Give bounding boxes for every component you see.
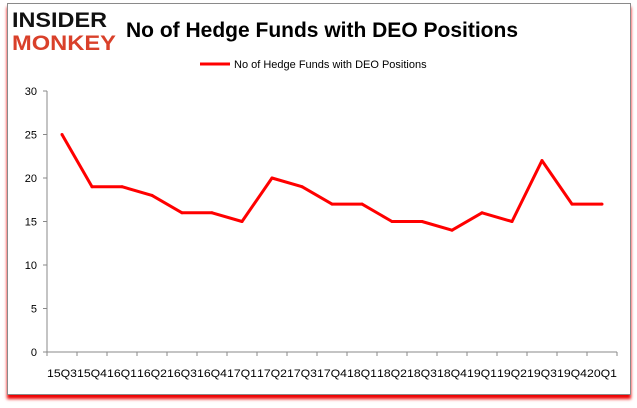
logo-line1: INSIDER xyxy=(12,9,107,32)
data-point xyxy=(420,220,424,223)
data-point xyxy=(60,133,64,136)
x-tick-label: 16Q1 xyxy=(107,368,137,380)
data-point xyxy=(510,220,514,223)
x-tick-label: 19Q2 xyxy=(497,368,527,380)
data-point xyxy=(390,220,394,223)
x-tick-label: 19Q4 xyxy=(557,368,587,380)
data-point xyxy=(90,185,94,189)
chart-title: No of Hedge Funds with DEO Positions xyxy=(126,19,518,42)
x-tick-label: 17Q3 xyxy=(287,368,317,380)
x-tick-label: 16Q3 xyxy=(167,368,197,380)
logo-line2: MONKEY xyxy=(12,32,116,55)
y-tick-label: 30 xyxy=(25,86,37,98)
legend: No of Hedge Funds with DEO Positions xyxy=(200,59,427,71)
data-point xyxy=(450,228,454,232)
x-tick-label: 15Q4 xyxy=(77,368,107,380)
x-tick-label: 17Q1 xyxy=(227,368,257,380)
data-point xyxy=(570,202,574,206)
data-point xyxy=(360,202,364,206)
data-point xyxy=(270,176,274,180)
x-tick-label: 16Q4 xyxy=(197,368,227,380)
data-point xyxy=(240,220,244,223)
y-tick-label: 0 xyxy=(31,347,37,359)
x-tick-label: 18Q4 xyxy=(437,368,467,380)
x-tick-label: 16Q2 xyxy=(137,368,167,380)
x-tick-label: 19Q3 xyxy=(527,368,557,380)
x-tick-label: 18Q1 xyxy=(347,368,377,380)
x-tick-label: 19Q1 xyxy=(467,368,497,380)
data-point xyxy=(540,159,544,163)
y-tick-label: 15 xyxy=(25,217,37,229)
data-point xyxy=(210,211,214,215)
data-point xyxy=(600,202,604,206)
series-line xyxy=(60,133,602,232)
x-tick-label: 17Q4 xyxy=(317,368,347,380)
data-point xyxy=(480,211,484,215)
x-tick-label: 18Q3 xyxy=(407,368,437,380)
data-point xyxy=(180,211,184,215)
x-tick-label: 20Q1 xyxy=(587,368,617,380)
x-tick-label: 18Q2 xyxy=(377,368,407,380)
y-tick-label: 10 xyxy=(25,260,37,272)
y-tick-label: 5 xyxy=(31,304,37,316)
y-tick-label: 25 xyxy=(25,130,37,142)
y-tick-label: 20 xyxy=(25,173,37,185)
data-point xyxy=(150,193,154,197)
x-tick-label: 15Q3 xyxy=(47,368,77,380)
legend-label: No of Hedge Funds with DEO Positions xyxy=(234,59,427,71)
data-point xyxy=(120,185,124,189)
x-tick-label: 17Q2 xyxy=(257,368,287,380)
data-point xyxy=(300,185,304,189)
data-point xyxy=(330,202,334,206)
chart-frame xyxy=(7,3,631,395)
logo: INSIDER MONKEY xyxy=(12,9,116,55)
